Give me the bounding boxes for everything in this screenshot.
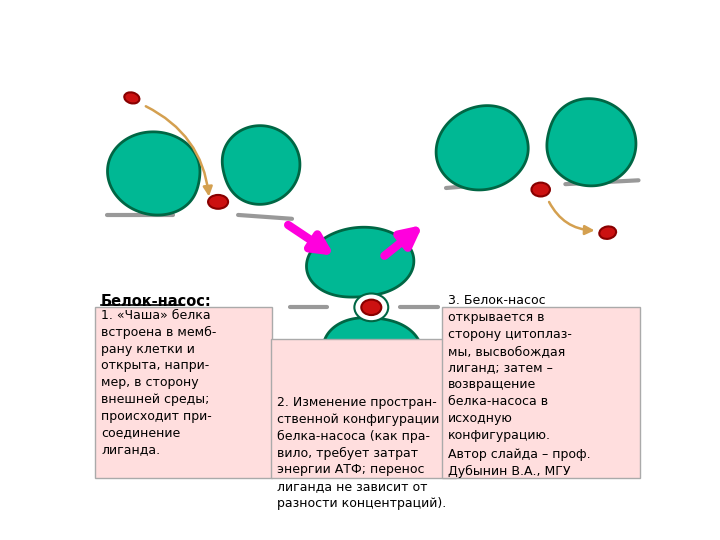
Ellipse shape bbox=[599, 226, 616, 239]
Ellipse shape bbox=[125, 92, 140, 104]
Ellipse shape bbox=[531, 183, 550, 197]
Text: Автор слайда – проф.
Дубынин В.А., МГУ: Автор слайда – проф. Дубынин В.А., МГУ bbox=[449, 448, 591, 478]
FancyBboxPatch shape bbox=[442, 307, 640, 477]
Ellipse shape bbox=[361, 300, 382, 315]
Ellipse shape bbox=[208, 195, 228, 209]
Polygon shape bbox=[436, 106, 528, 190]
Polygon shape bbox=[547, 99, 636, 186]
Polygon shape bbox=[307, 227, 414, 297]
FancyBboxPatch shape bbox=[95, 307, 272, 477]
Text: Белок-насос:: Белок-насос: bbox=[101, 294, 212, 309]
Text: 1. «Чаша» белка
встроена в мемб-
рану клетки и
открыта, напри-
мер, в сторону
вн: 1. «Чаша» белка встроена в мемб- рану кл… bbox=[101, 309, 217, 456]
Text: 3. Белок-насос
открывается в
сторону цитоплаз-
мы, высвобождая
лиганд; затем –
в: 3. Белок-насос открывается в сторону цит… bbox=[449, 294, 572, 442]
FancyBboxPatch shape bbox=[271, 339, 456, 477]
Ellipse shape bbox=[354, 294, 388, 321]
Polygon shape bbox=[107, 132, 200, 215]
Polygon shape bbox=[323, 318, 422, 387]
Polygon shape bbox=[222, 126, 300, 204]
Text: 2. Изменение простран-
ственной конфигурации
белка-насоса (как пра-
вило, требуе: 2. Изменение простран- ственной конфигур… bbox=[276, 396, 446, 510]
